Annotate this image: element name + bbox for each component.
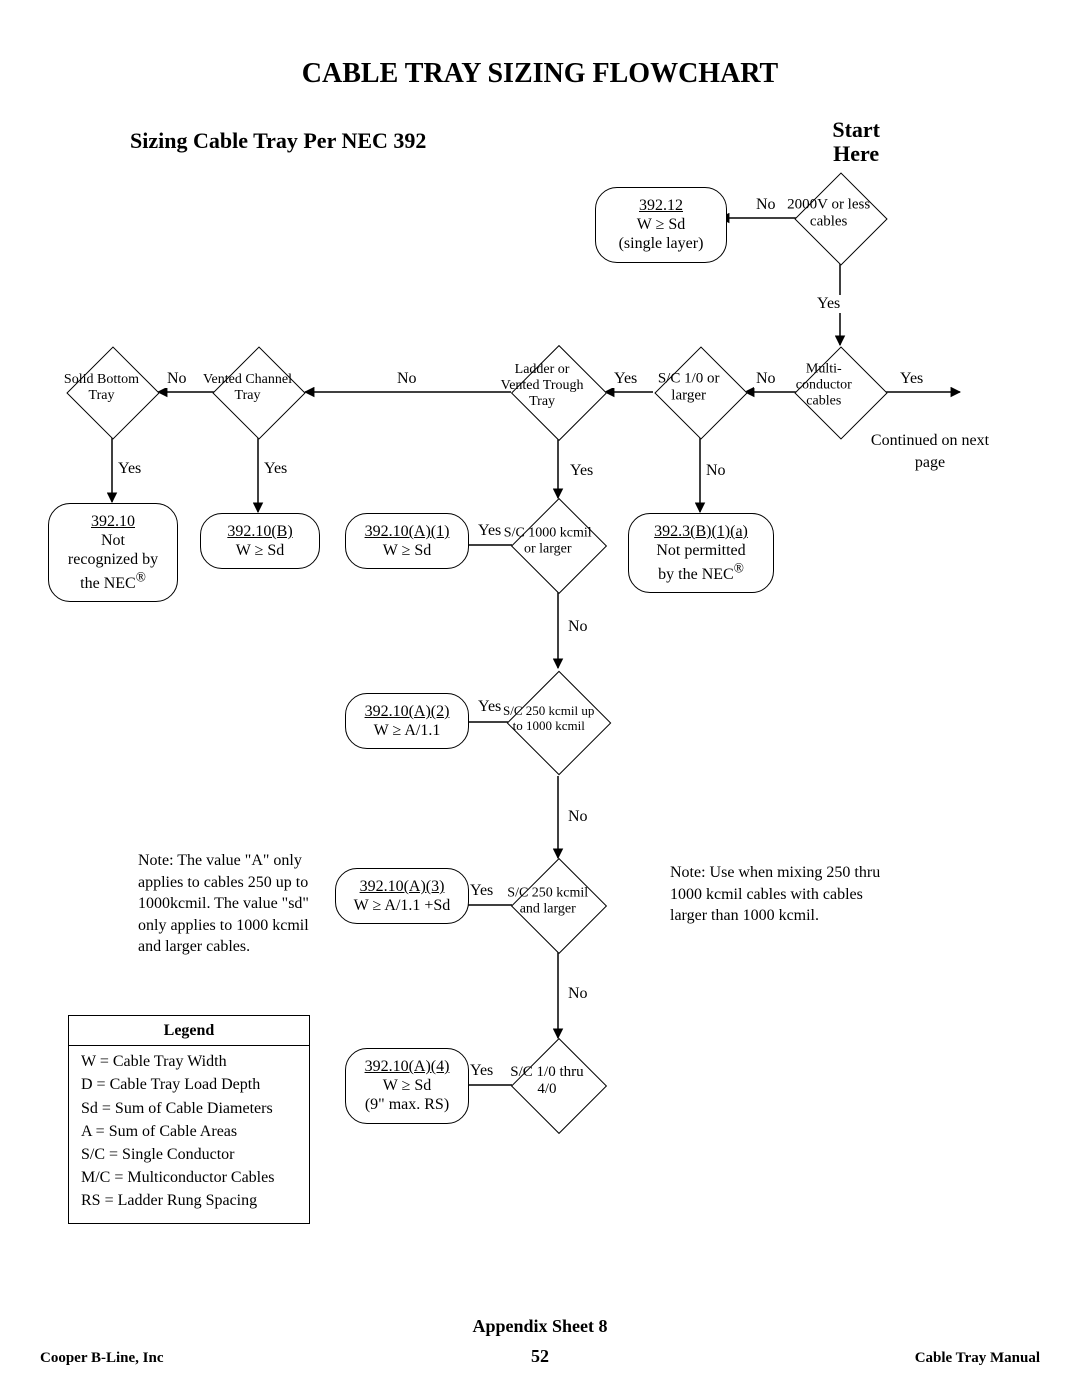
decision-ladder-vented: Ladder or Vented Trough Tray [511, 345, 607, 441]
legend-body: W = Cable Tray Width D = Cable Tray Load… [69, 1046, 309, 1216]
box-392-10a3: 392.10(A)(3) W ≥ A/1.1 +Sd [335, 868, 469, 924]
decision-label: Solid Bottom Tray [57, 372, 147, 404]
box-text: Not permittedby the NEC® [656, 542, 745, 583]
box-text: W ≥ Sd(single layer) [619, 216, 704, 252]
box-text: W ≥ Sd(9" max. RS) [365, 1077, 449, 1113]
decision-sc-1-0-4-0: S/C 1/0 thru 4/0 [511, 1038, 607, 1134]
edge-label: No [395, 370, 419, 388]
edge-label: Yes [468, 1062, 495, 1080]
decision-label: S/C 1/0 or larger [644, 371, 734, 406]
box-title: 392.3(B)(1)(a) [654, 523, 748, 540]
box-text: W ≥ Sd [383, 542, 432, 559]
edge-label: No [704, 462, 728, 480]
legend-item: S/C = Single Conductor [81, 1143, 299, 1166]
box-text: W ≥ A/1.1 [374, 722, 441, 739]
decision-label: S/C 250 kcmil and larger [501, 885, 593, 917]
edge-label: Yes [262, 460, 289, 478]
decision-multiconductor: Multi-conductor cables [794, 346, 887, 439]
edge-label: Yes [815, 295, 842, 313]
edge-label: Yes [568, 462, 595, 480]
legend-item: RS = Ladder Rung Spacing [81, 1189, 299, 1212]
box-title: 392.10(A)(3) [360, 878, 445, 895]
legend-item: M/C = Multiconductor Cables [81, 1166, 299, 1189]
edge-label: Yes [898, 370, 925, 388]
box-title: 392.10(B) [227, 523, 292, 540]
legend-item: Sd = Sum of Cable Diameters [81, 1097, 299, 1120]
appendix-label: Appendix Sheet 8 [0, 1316, 1080, 1337]
box-title: 392.10(A)(2) [365, 703, 450, 720]
edge-label: No [754, 370, 778, 388]
decision-label: S/C 1000 kcmil or larger [501, 525, 593, 557]
edge-label: No [754, 196, 778, 214]
edge-label: No [566, 808, 590, 826]
box-392-10b: 392.10(B) W ≥ Sd [200, 513, 320, 569]
box-text: W ≥ A/1.1 +Sd [354, 897, 451, 914]
legend-item: A = Sum of Cable Areas [81, 1120, 299, 1143]
edge-label: No [566, 985, 590, 1003]
box-title: 392.10(A)(4) [365, 1058, 450, 1075]
box-title: 392.10(A)(1) [365, 523, 450, 540]
edge-label: Yes [476, 522, 503, 540]
decision-sc-250-larger: S/C 250 kcmil and larger [511, 858, 607, 954]
decision-vented-channel: Vented Channel Tray [212, 346, 305, 439]
decision-sc-250: S/C 250 kcmil up to 1000 kcmil [507, 671, 612, 776]
box-392-12: 392.12 W ≥ Sd(single layer) [595, 187, 727, 263]
edge-label: Yes [116, 460, 143, 478]
box-title: 392.10 [91, 513, 135, 530]
box-392-10a1: 392.10(A)(1) W ≥ Sd [345, 513, 469, 569]
edge-label: Yes [612, 370, 639, 388]
decision-label: Multi-conductor cables [779, 362, 869, 410]
box-392-3b1a: 392.3(B)(1)(a) Not permittedby the NEC® [628, 513, 774, 593]
legend-title: Legend [69, 1016, 309, 1046]
decision-solid-bottom: Solid Bottom Tray [66, 346, 159, 439]
edge-label: Yes [468, 882, 495, 900]
page-title: CABLE TRAY SIZING FLOWCHART [0, 58, 1080, 90]
box-392-10: 392.10 Notrecognized bythe NEC® [48, 503, 178, 602]
decision-label: S/C 250 kcmil up to 1000 kcmil [498, 704, 599, 734]
start-here-text: StartHere [832, 117, 880, 166]
decision-sc-1000: S/C 1000 kcmil or larger [511, 498, 607, 594]
legend-box: Legend W = Cable Tray Width D = Cable Tr… [68, 1015, 310, 1224]
continued-note: Continued on next page [870, 430, 990, 473]
decision-sc-1-0: S/C 1/0 or larger [654, 346, 747, 439]
decision-label: Ladder or Vented Trough Tray [496, 362, 588, 410]
box-392-10a2: 392.10(A)(2) W ≥ A/1.1 [345, 693, 469, 749]
note-mix: Note: Use when mixing 250 thru 1000 kcmi… [670, 862, 890, 927]
box-text: W ≥ Sd [236, 542, 285, 559]
decision-label: S/C 1/0 thru 4/0 [501, 1064, 593, 1099]
start-here-label: StartHere [832, 118, 880, 166]
edge-label: No [566, 618, 590, 636]
box-title: 392.12 [639, 197, 683, 214]
decision-2000v: 2000V or less cables [794, 172, 887, 265]
box-text: Notrecognized bythe NEC® [68, 532, 158, 592]
decision-label: Vented Channel Tray [203, 372, 293, 404]
box-392-10a4: 392.10(A)(4) W ≥ Sd(9" max. RS) [345, 1048, 469, 1124]
note-a: Note: The value "A" only applies to cabl… [138, 850, 328, 958]
subtitle: Sizing Cable Tray Per NEC 392 [130, 128, 426, 154]
page: CABLE TRAY SIZING FLOWCHART Sizing Cable… [0, 0, 1080, 1397]
legend-item: W = Cable Tray Width [81, 1050, 299, 1073]
decision-label: 2000V or less cables [784, 197, 874, 232]
page-number: 52 [0, 1346, 1080, 1367]
edge-label: No [165, 370, 189, 388]
legend-item: D = Cable Tray Load Depth [81, 1073, 299, 1096]
